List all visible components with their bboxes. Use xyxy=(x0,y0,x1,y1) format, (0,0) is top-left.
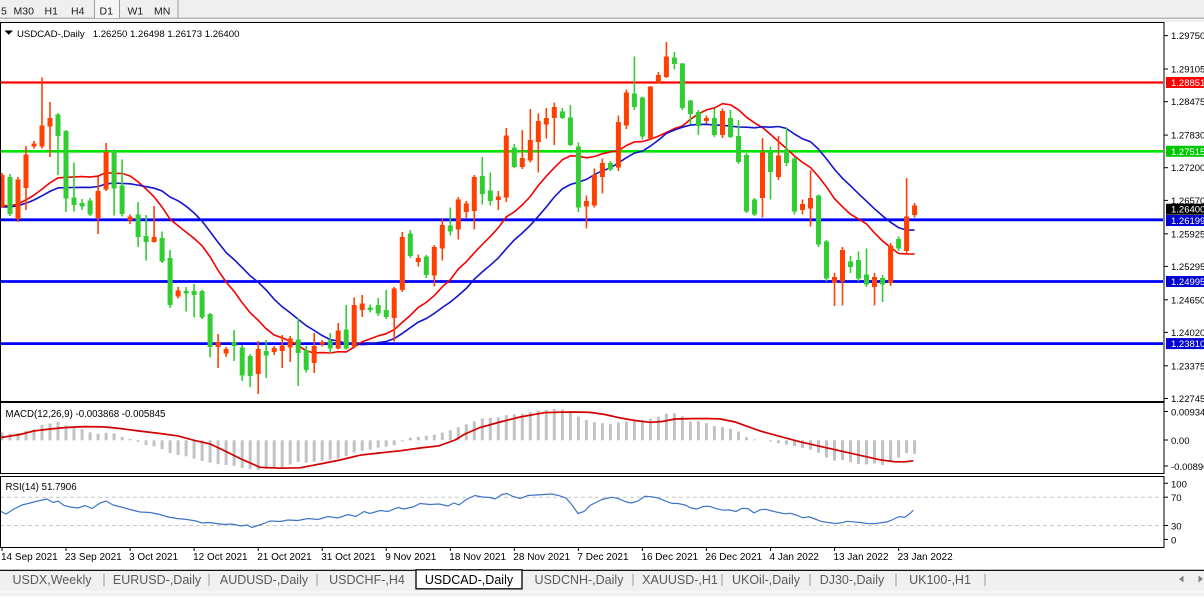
svg-text:28 Nov 2021: 28 Nov 2021 xyxy=(513,552,570,563)
svg-text:1.23810: 1.23810 xyxy=(1171,339,1204,350)
svg-text:EURUSD-,Daily: EURUSD-,Daily xyxy=(113,573,202,587)
svg-text:23 Sep 2021: 23 Sep 2021 xyxy=(65,552,122,563)
svg-text:0: 0 xyxy=(1171,535,1176,546)
svg-text:1.28851: 1.28851 xyxy=(1171,78,1204,89)
svg-text:-0.008900: -0.008900 xyxy=(1171,462,1204,473)
svg-text:16 Dec 2021: 16 Dec 2021 xyxy=(641,552,698,563)
svg-text:1.29750: 1.29750 xyxy=(1171,31,1204,42)
svg-text:AUDUSD-,Daily: AUDUSD-,Daily xyxy=(220,573,309,587)
svg-text:1.28475: 1.28475 xyxy=(1171,97,1204,108)
svg-text:23 Jan 2022: 23 Jan 2022 xyxy=(898,552,953,563)
svg-text:31 Oct 2021: 31 Oct 2021 xyxy=(321,552,376,563)
svg-text:1.27515: 1.27515 xyxy=(1171,147,1204,158)
svg-text:MACD(12,26,9) -0.003868 -0.005: MACD(12,26,9) -0.003868 -0.005845 xyxy=(6,409,166,420)
svg-text:H1: H1 xyxy=(45,6,59,18)
svg-text:1.24020: 1.24020 xyxy=(1171,328,1204,339)
svg-text:0.009345: 0.009345 xyxy=(1171,408,1204,419)
svg-text:13 Jan 2022: 13 Jan 2022 xyxy=(834,552,889,563)
svg-text:26 Dec 2021: 26 Dec 2021 xyxy=(705,552,762,563)
svg-text:0.00: 0.00 xyxy=(1171,436,1190,447)
svg-text:M30: M30 xyxy=(14,6,35,18)
svg-text:1.24650: 1.24650 xyxy=(1171,295,1204,306)
svg-text:100: 100 xyxy=(1171,479,1187,490)
svg-text:12 Oct 2021: 12 Oct 2021 xyxy=(193,552,248,563)
svg-text:UKOil-,Daily: UKOil-,Daily xyxy=(732,573,801,587)
svg-text:DJ30-,Daily: DJ30-,Daily xyxy=(820,573,885,587)
svg-text:30: 30 xyxy=(1171,522,1182,533)
svg-text:1.26199: 1.26199 xyxy=(1171,216,1204,227)
svg-text:1.26570: 1.26570 xyxy=(1171,196,1204,207)
svg-text:1.29105: 1.29105 xyxy=(1171,65,1204,76)
svg-text:UK100-,H1: UK100-,H1 xyxy=(909,573,971,587)
svg-text:18 Nov 2021: 18 Nov 2021 xyxy=(449,552,506,563)
svg-text:RSI(14) 51.7906: RSI(14) 51.7906 xyxy=(6,482,77,493)
svg-text:USDX,Weekly: USDX,Weekly xyxy=(13,573,93,587)
svg-text:7 Dec 2021: 7 Dec 2021 xyxy=(577,552,629,563)
svg-text:1.27830: 1.27830 xyxy=(1171,131,1204,142)
svg-text:1.25925: 1.25925 xyxy=(1171,229,1204,240)
svg-text:D1: D1 xyxy=(100,6,114,18)
svg-text:USDCAD-,Daily: USDCAD-,Daily xyxy=(425,573,514,587)
svg-text:MN: MN xyxy=(154,6,170,18)
svg-text:70: 70 xyxy=(1171,493,1182,504)
svg-text:1.24995: 1.24995 xyxy=(1171,277,1204,288)
svg-text:5: 5 xyxy=(1,6,7,18)
svg-text:1.26400: 1.26400 xyxy=(1171,205,1204,216)
svg-text:USDCNH-,Daily: USDCNH-,Daily xyxy=(535,573,625,587)
svg-text:1.27200: 1.27200 xyxy=(1171,163,1204,174)
svg-text:21 Oct 2021: 21 Oct 2021 xyxy=(257,552,312,563)
svg-text:1.23375: 1.23375 xyxy=(1171,361,1204,372)
svg-text:1.22745: 1.22745 xyxy=(1171,394,1204,405)
svg-text:W1: W1 xyxy=(128,6,144,18)
svg-text:XAUUSD-,H1: XAUUSD-,H1 xyxy=(642,573,718,587)
svg-text:USDCHF-,H4: USDCHF-,H4 xyxy=(329,573,405,587)
svg-text:USDCAD-,Daily 1.26250 1.2649: USDCAD-,Daily 1.26250 1.26498 1.26173 1.… xyxy=(17,29,239,40)
svg-text:1.25295: 1.25295 xyxy=(1171,262,1204,273)
svg-text:9 Nov 2021: 9 Nov 2021 xyxy=(385,552,437,563)
svg-text:14 Sep 2021: 14 Sep 2021 xyxy=(1,552,58,563)
svg-text:4 Jan 2022: 4 Jan 2022 xyxy=(770,552,820,563)
svg-text:3 Oct 2021: 3 Oct 2021 xyxy=(129,552,178,563)
svg-text:H4: H4 xyxy=(71,6,85,18)
